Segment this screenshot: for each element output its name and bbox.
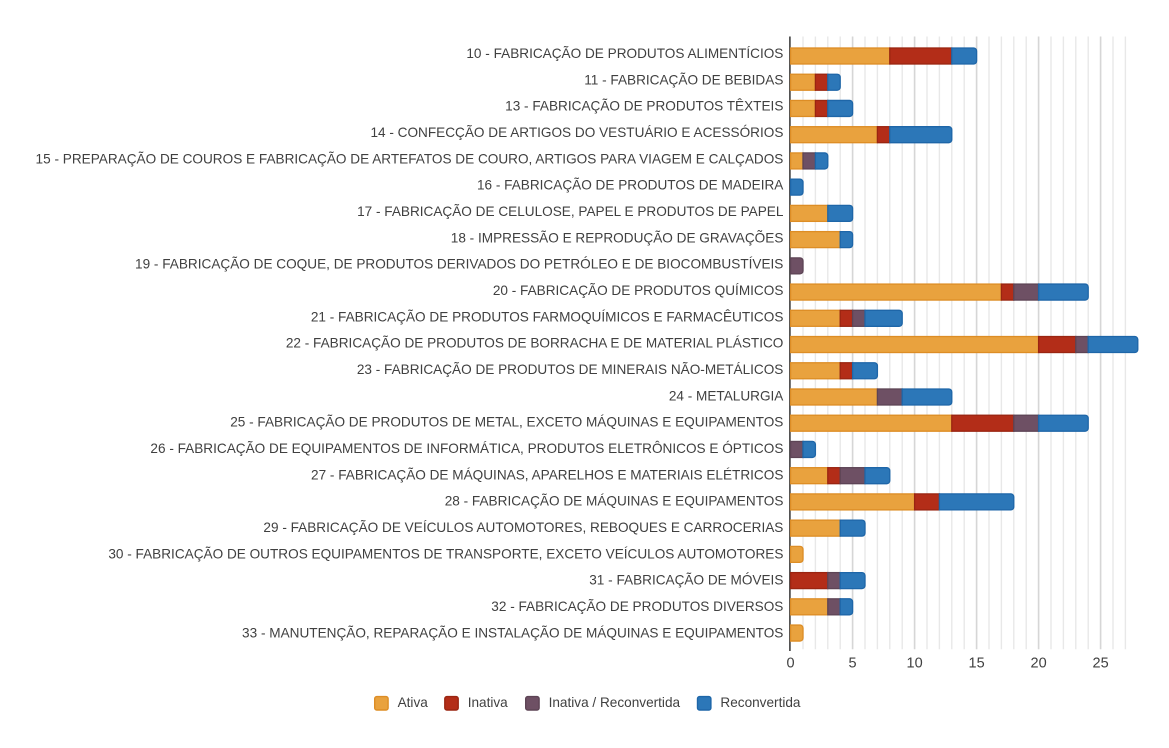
svg-text:28 - FABRICAÇÃO DE MÁQUINAS E: 28 - FABRICAÇÃO DE MÁQUINAS E EQUIPAMENT… xyxy=(445,494,784,509)
svg-text:17 - FABRICAÇÃO DE CELULOSE, P: 17 - FABRICAÇÃO DE CELULOSE, PAPEL E PRO… xyxy=(357,204,784,219)
svg-text:25 - FABRICAÇÃO DE PRODUTOS DE: 25 - FABRICAÇÃO DE PRODUTOS DE METAL, EX… xyxy=(230,415,783,430)
svg-text:Inativa / Reconvertida: Inativa / Reconvertida xyxy=(549,695,681,710)
svg-text:33 - MANUTENÇÃO, REPARAÇÃO E I: 33 - MANUTENÇÃO, REPARAÇÃO E INSTALAÇÃO … xyxy=(242,625,783,640)
svg-text:15: 15 xyxy=(969,656,985,672)
svg-text:13 - FABRICAÇÃO DE PRODUTOS TÊ: 13 - FABRICAÇÃO DE PRODUTOS TÊXTEIS xyxy=(505,99,783,114)
svg-text:15 - PREPARAÇÃO DE COUROS E FA: 15 - PREPARAÇÃO DE COUROS E FABRICAÇÃO D… xyxy=(36,151,784,166)
svg-text:20: 20 xyxy=(1031,656,1047,672)
svg-text:Ativa: Ativa xyxy=(398,695,429,710)
svg-text:30 - FABRICAÇÃO DE OUTROS EQUI: 30 - FABRICAÇÃO DE OUTROS EQUIPAMENTOS D… xyxy=(108,546,783,561)
svg-text:26 - FABRICAÇÃO DE EQUIPAMENTO: 26 - FABRICAÇÃO DE EQUIPAMENTOS DE INFOR… xyxy=(150,441,783,456)
svg-text:14 - CONFECÇÃO DE ARTIGOS DO V: 14 - CONFECÇÃO DE ARTIGOS DO VESTUÁRIO E… xyxy=(370,125,783,140)
svg-text:Inativa: Inativa xyxy=(468,695,508,710)
svg-text:16 - FABRICAÇÃO DE PRODUTOS DE: 16 - FABRICAÇÃO DE PRODUTOS DE MADEIRA xyxy=(477,178,784,193)
svg-text:23 - FABRICAÇÃO DE PRODUTOS DE: 23 - FABRICAÇÃO DE PRODUTOS DE MINERAIS … xyxy=(357,362,784,377)
svg-text:27 - FABRICAÇÃO DE MÁQUINAS, A: 27 - FABRICAÇÃO DE MÁQUINAS, APARELHOS E… xyxy=(311,467,783,482)
svg-text:Reconvertida: Reconvertida xyxy=(720,695,801,710)
svg-text:10: 10 xyxy=(907,656,923,672)
svg-text:5: 5 xyxy=(849,656,857,672)
svg-text:10 - FABRICAÇÃO DE PRODUTOS AL: 10 - FABRICAÇÃO DE PRODUTOS ALIMENTÍCIOS xyxy=(466,46,783,61)
svg-text:20 - FABRICAÇÃO DE PRODUTOS QU: 20 - FABRICAÇÃO DE PRODUTOS QUÍMICOS xyxy=(493,283,784,298)
svg-text:24 - METALURGIA: 24 - METALURGIA xyxy=(669,388,784,403)
svg-text:18 - IMPRESSÃO E REPRODUÇÃO DE: 18 - IMPRESSÃO E REPRODUÇÃO DE GRAVAÇÕES xyxy=(451,230,784,245)
svg-text:25: 25 xyxy=(1093,656,1109,672)
svg-text:29 - FABRICAÇÃO DE VEÍCULOS AU: 29 - FABRICAÇÃO DE VEÍCULOS AUTOMOTORES,… xyxy=(263,520,783,535)
svg-text:21 - FABRICAÇÃO DE PRODUTOS FA: 21 - FABRICAÇÃO DE PRODUTOS FARMOQUÍMICO… xyxy=(311,309,784,324)
svg-text:22 - FABRICAÇÃO DE PRODUTOS DE: 22 - FABRICAÇÃO DE PRODUTOS DE BORRACHA … xyxy=(286,336,784,351)
svg-text:0: 0 xyxy=(787,656,795,672)
svg-text:19 - FABRICAÇÃO DE COQUE, DE P: 19 - FABRICAÇÃO DE COQUE, DE PRODUTOS DE… xyxy=(135,257,783,272)
svg-text:32 - FABRICAÇÃO DE PRODUTOS DI: 32 - FABRICAÇÃO DE PRODUTOS DIVERSOS xyxy=(491,599,783,614)
svg-text:31 - FABRICAÇÃO DE MÓVEIS: 31 - FABRICAÇÃO DE MÓVEIS xyxy=(589,573,783,588)
svg-text:11 - FABRICAÇÃO DE BEBIDAS: 11 - FABRICAÇÃO DE BEBIDAS xyxy=(584,72,783,87)
